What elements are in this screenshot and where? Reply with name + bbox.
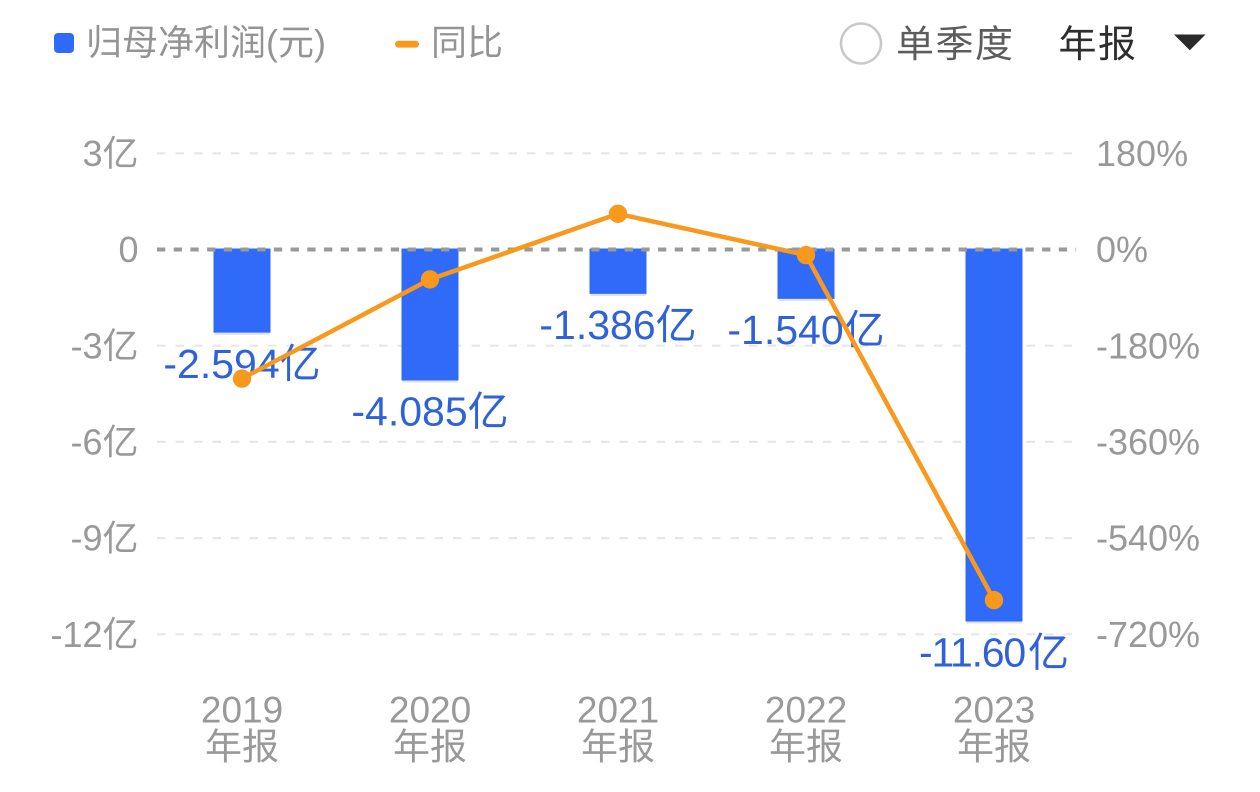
svg-text:-11.60: -11.60 — [919, 630, 1025, 676]
svg-text:2022: 2022 — [765, 689, 847, 730]
svg-text:-3: -3 — [71, 325, 103, 366]
svg-text:-720%: -720% — [1096, 614, 1200, 655]
svg-text:(: ( — [266, 22, 278, 63]
svg-text:0%: 0% — [1096, 229, 1148, 270]
svg-text:2021: 2021 — [577, 689, 659, 730]
svg-text:): ) — [314, 22, 326, 63]
svg-text:-9: -9 — [71, 518, 103, 559]
svg-text:2019: 2019 — [201, 689, 283, 730]
svg-text:-2.594: -2.594 — [163, 341, 279, 387]
svg-text:-540%: -540% — [1096, 518, 1200, 559]
svg-text:2020: 2020 — [389, 689, 471, 730]
svg-text:2023: 2023 — [953, 689, 1035, 730]
svg-text:-1.386: -1.386 — [539, 302, 655, 348]
svg-text:3: 3 — [83, 133, 103, 174]
svg-text:0: 0 — [119, 229, 139, 270]
svg-text:-1.540: -1.540 — [727, 307, 843, 353]
svg-text:-180%: -180% — [1096, 325, 1200, 366]
svg-text:-360%: -360% — [1096, 422, 1200, 463]
svg-text:-4.085: -4.085 — [351, 389, 467, 435]
svg-text:180%: 180% — [1096, 133, 1188, 174]
svg-text:-12: -12 — [51, 614, 103, 655]
svg-text:-6: -6 — [71, 422, 103, 463]
